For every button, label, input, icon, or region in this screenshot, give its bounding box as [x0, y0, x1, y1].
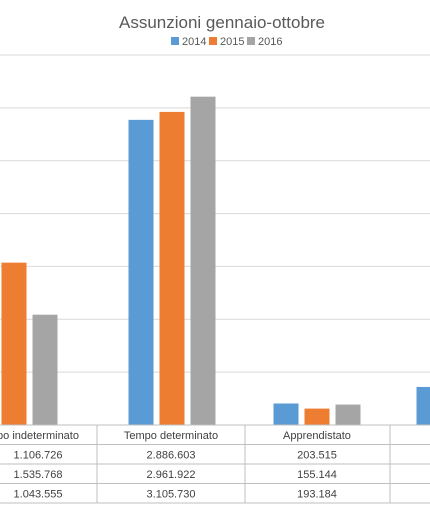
- table-cell-1-2: 155.144: [297, 469, 337, 481]
- category-label-1: Tempo determinato: [124, 430, 218, 442]
- bar-2015-0: [1, 262, 27, 425]
- bar-2015-1: [159, 111, 185, 425]
- legend-label-2016: 2016: [258, 36, 282, 48]
- legend-swatch-2015: [209, 37, 217, 45]
- table-cell-0-1: 2.886.603: [147, 450, 196, 462]
- table-cell-0-2: 203.515: [297, 450, 337, 462]
- table-cell-0-0: 1.106.726: [14, 450, 63, 462]
- data-table: po indeterminato Tempo determinato Apprend…: [0, 424, 430, 504]
- category-label-2: Apprendistato: [283, 430, 351, 442]
- table-cell-2-2: 193.184: [297, 489, 337, 501]
- bar-2014-2: [273, 403, 299, 425]
- bar-2016-1: [190, 96, 216, 426]
- bar-2014-1: [128, 119, 154, 426]
- bar-2016-0: [32, 314, 58, 425]
- bar-2016-2: [335, 404, 361, 425]
- table-cell-2-0: 1.043.555: [14, 489, 63, 501]
- legend-swatch-2014: [171, 37, 179, 45]
- bars: [1, 96, 430, 426]
- legend: 2014 2015 2016: [171, 36, 282, 48]
- legend-swatch-2016: [247, 37, 255, 45]
- table-cell-1-0: 1.535.768: [14, 469, 63, 481]
- bar-2014-3: [416, 386, 430, 425]
- legend-label-2015: 2015: [220, 36, 244, 48]
- category-label-0: po indeterminato: [0, 430, 79, 442]
- table-cell-1-1: 2.961.922: [147, 469, 196, 481]
- bar-2015-2: [304, 408, 330, 425]
- chart-title: Assunzioni gennaio-ottobre: [119, 13, 325, 32]
- legend-label-2014: 2014: [182, 36, 206, 48]
- table-cell-2-1: 3.105.730: [147, 489, 196, 501]
